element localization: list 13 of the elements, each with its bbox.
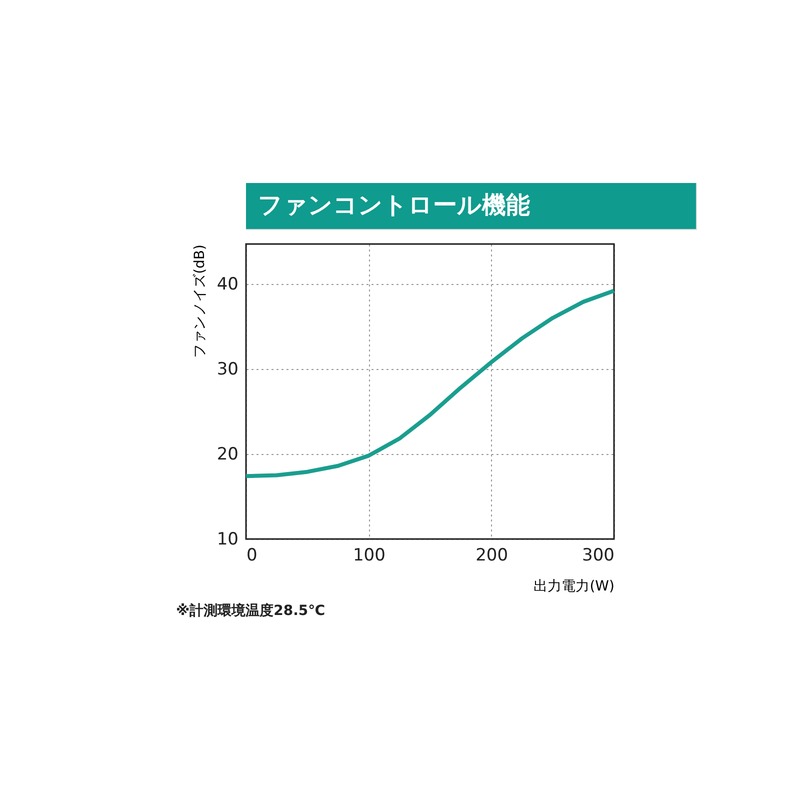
x-tick-label: 100 xyxy=(352,546,386,566)
y-tick-label: 30 xyxy=(216,359,238,380)
x-tick-label: 0 xyxy=(246,546,258,566)
line-series xyxy=(244,288,616,478)
x-axis-title: 出力電力(W) xyxy=(534,578,614,594)
y-tick-label: 40 xyxy=(216,274,238,294)
text: ※計測環境温度28.5℃ xyxy=(176,602,326,619)
x-tick-label: 300 xyxy=(582,546,614,566)
y-tick-label: 10 xyxy=(216,530,238,550)
x-tick-label: 200 xyxy=(476,546,508,566)
y-axis-title: ファンノイズ(dB) xyxy=(192,244,208,358)
y-tick-label: 20 xyxy=(216,444,238,464)
chart-title: ファンコントロール機能 xyxy=(258,191,530,219)
